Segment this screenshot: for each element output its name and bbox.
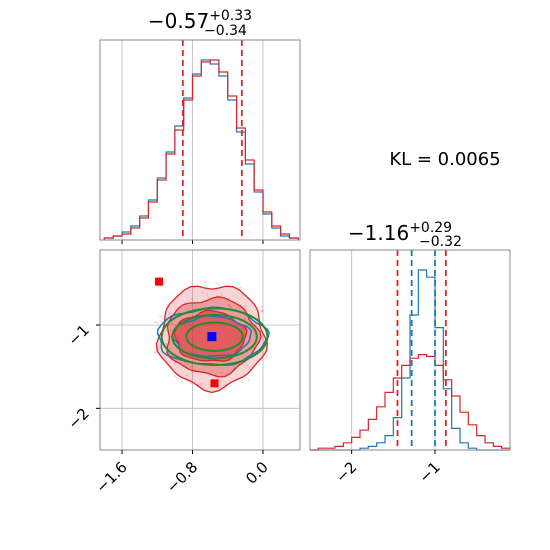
marginal-param1-frame [99,39,301,241]
joint-scatter-point [260,310,263,313]
joint-overlay-ellipse [171,314,258,360]
joint-scatter-point [204,280,207,283]
joint-scatter-point [171,322,174,325]
joint-scatter-point [169,328,172,331]
joint-scatter-point [238,306,241,308]
joint-marker-series-a [210,379,219,388]
kl-annotation: KL = 0.0065 [389,149,500,170]
marginal-param1-quantile-lines [181,40,243,240]
joint-scatter-point [204,285,206,287]
marginal-param2-x-tick-label: −2 [332,458,360,486]
joint-overlay-ellipse [185,321,244,352]
param2-title-minus: −0.32 [419,234,462,250]
joint-scatter-point [165,343,168,346]
joint-y-tick-label: −2 [64,404,92,432]
joint-scatter-point [200,383,203,385]
joint-scatter-point [224,388,227,391]
joint-scatter-point [174,375,177,377]
joint-marker-series-b [207,332,217,342]
joint-scatter-point [180,380,183,383]
joint-scatter-point [156,321,159,324]
marginal-param2-hist-series-b [310,269,510,451]
joint-scatter-point [265,356,268,359]
joint-scatter-point [190,382,192,385]
joint-y-tick-label: −1 [64,321,92,349]
joint-scatter-point [261,305,263,308]
marginal-param2-hist-series-a [310,354,511,451]
joint-scatter-point [191,298,193,300]
joint-scatter-point [154,321,157,324]
joint-scatter-point [229,305,231,307]
joint-panel: −1.6 −0.8 0.0 −2 −1 [64,249,301,497]
joint-scatter-point [215,282,217,284]
joint-scatter-point [168,313,170,316]
marginal-param2-panel: −2 −1 −1.16+0.29 −0.32 [309,220,511,486]
marginal-param1-panel: −0.57+0.33 −0.34 [99,8,301,244]
joint-scatter-point [190,365,192,368]
joint-scatter-point [174,324,177,327]
joint-scatter-point [190,371,193,374]
param1-title-plus: +0.33 [209,8,252,24]
marginal-param2-x-ticks: −2 −1 [332,450,444,486]
joint-scatter-point [202,291,204,294]
joint-overlay-ellipses [160,307,269,366]
joint-scatter-point [165,329,168,332]
joint-scatter-point [205,293,208,296]
marginal-param1-hist-series-b [103,59,299,240]
marginal-param2-frame [309,249,511,451]
joint-scatter-point [168,347,171,350]
joint-scatter-point [207,296,210,299]
joint-scatter-point [245,364,248,367]
joint-x-tick-label: −1.6 [92,458,130,496]
marginal-param1-histograms [103,59,299,240]
joint-scatter-point [242,309,245,312]
joint-scatter-point [159,316,162,318]
joint-scatter-point [220,293,223,296]
joint-overlay-ellipse [160,307,269,366]
marginal-param1-title: −0.57+0.33 [148,8,252,33]
marginal-param1-hist-series-a [103,59,299,240]
joint-frame [99,249,301,451]
joint-scatter-point [239,286,242,289]
joint-scatter-point [232,367,235,369]
joint-scatter-point [261,310,263,313]
marginal-param2-title: −1.16+0.29 [348,220,452,245]
joint-y-ticks: −2 −1 [64,321,100,433]
joint-marker-series-a [155,277,164,286]
joint-scatter-point [218,283,220,286]
joint-scatter-point [244,305,247,308]
joint-scatter-point [220,371,223,374]
joint-scatter-point [252,298,255,301]
joint-scatter-point [243,317,246,320]
joint-scatter-point [261,359,264,362]
joint-scatter-point [227,304,230,306]
param2-title-plus: +0.29 [409,220,452,236]
joint-x-ticks: −1.6 −0.8 0.0 [92,450,272,497]
joint-scatter-point [261,309,264,312]
joint-x-tick-label: −0.8 [163,458,201,496]
marginal-param2-x-tick-label: −1 [415,458,443,486]
joint-scatter-point [160,320,162,323]
joint-scatter-point [229,306,232,309]
joint-scatter-point [247,378,250,381]
param1-title-main: −0.57 [148,9,209,33]
param2-title-main: −1.16 [348,221,409,245]
joint-markers [155,277,219,388]
joint-scatter-point [180,289,183,291]
param1-title-minus: −0.34 [204,23,247,39]
marginal-param2-quantile-lines [396,250,447,450]
joint-scatter-point [185,374,188,377]
joint-scatter-point [154,351,156,354]
joint-x-tick-label: 0.0 [242,458,272,488]
marginal-param2-histograms [310,269,511,451]
